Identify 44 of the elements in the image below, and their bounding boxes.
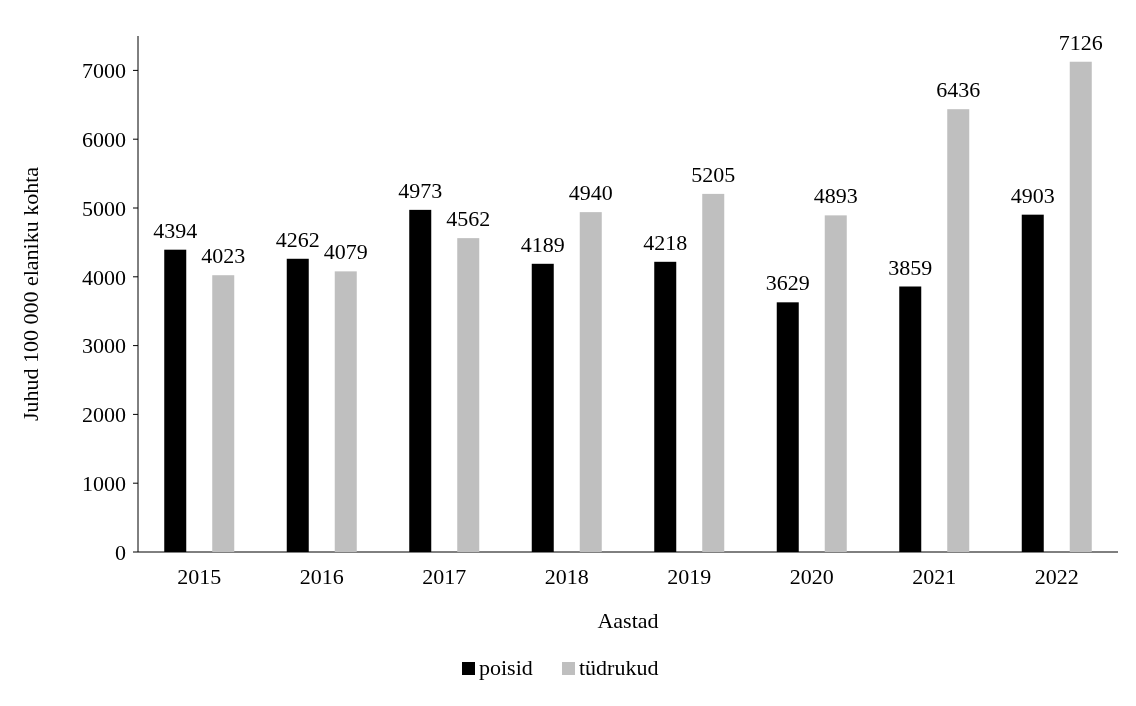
bar [824, 215, 847, 552]
x-tick-label: 2020 [789, 564, 834, 589]
y-tick-label: 7000 [82, 58, 126, 84]
data-label: 4023 [201, 243, 246, 269]
x-tick-label: 2021 [912, 564, 957, 589]
data-label: 5205 [691, 161, 736, 187]
x-axis-title: Aastad [597, 608, 659, 633]
y-tick-label: 3000 [82, 333, 126, 359]
legend-label: poisid [479, 655, 533, 680]
data-label: 7126 [1058, 29, 1103, 55]
x-tick-label: 2019 [667, 564, 712, 589]
data-label: 4562 [446, 206, 491, 232]
y-tick-label: 6000 [82, 126, 126, 152]
data-label: 4893 [813, 183, 858, 209]
data-label: 4903 [1010, 182, 1055, 208]
x-tick-label: 2016 [299, 564, 344, 589]
data-label: 4189 [520, 231, 565, 257]
data-label: 4218 [643, 229, 688, 255]
bar [1069, 61, 1092, 552]
y-axis-title: Juhud 100 000 elaniku kohta [18, 166, 43, 422]
data-label: 3859 [888, 254, 933, 280]
bar [334, 271, 357, 552]
data-label: 6436 [936, 77, 981, 103]
y-tick-label: 4000 [82, 264, 126, 290]
bar [457, 238, 480, 552]
x-tick-label: 2017 [422, 564, 467, 589]
x-tick-label: 2018 [544, 564, 589, 589]
bar [579, 212, 602, 552]
y-tick-label: 0 [115, 539, 126, 565]
y-tick-label: 5000 [82, 195, 126, 221]
bar [212, 275, 235, 552]
legend-label: tüdrukud [579, 655, 659, 680]
data-label: 4079 [323, 239, 368, 265]
bar [947, 109, 970, 552]
data-label: 4262 [275, 226, 320, 252]
data-label: 4940 [568, 180, 613, 206]
data-label: 4394 [153, 217, 198, 243]
bar [702, 193, 725, 552]
data-label: 3629 [765, 270, 810, 296]
x-tick-label: 2022 [1034, 564, 1079, 589]
data-label: 4973 [398, 177, 443, 203]
y-tick-label: 2000 [82, 402, 126, 428]
y-tick-label: 1000 [82, 470, 126, 496]
x-tick-label: 2015 [177, 564, 222, 589]
